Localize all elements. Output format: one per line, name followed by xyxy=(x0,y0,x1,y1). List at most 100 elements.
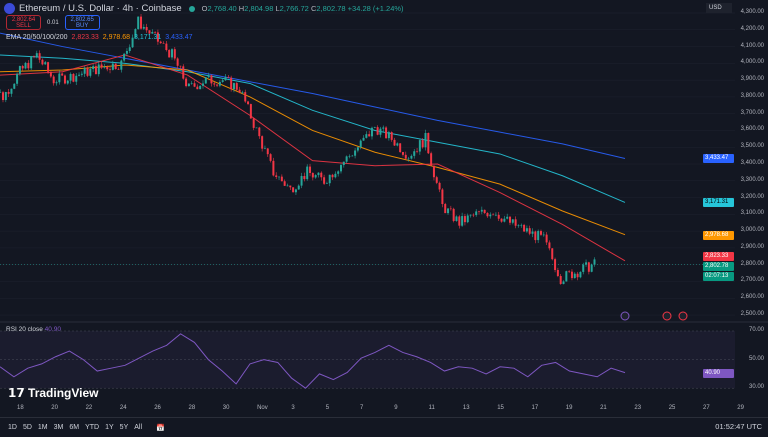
candle xyxy=(331,174,334,178)
candle xyxy=(58,73,61,83)
trade-panel: 2,802.64 SELL 0.01 2,802.65 BUY xyxy=(6,15,100,30)
range-5y[interactable]: 5Y xyxy=(119,424,129,431)
rsi-legend: RSI 20 close 40.90 xyxy=(6,326,61,333)
candle xyxy=(376,127,379,135)
candle xyxy=(351,155,354,157)
candle xyxy=(390,132,393,140)
time-tick: 20 xyxy=(51,405,58,411)
ema-label: EMA 20/50/100/200 xyxy=(6,34,68,41)
symbol-title[interactable]: Ethereum / U.S. Dollar · 4h · Coinbase xyxy=(19,3,182,14)
range-bar: 1D 5D 1M 3M 6M YTD 1Y 5Y All 📅 xyxy=(0,417,768,437)
ema100-price-tag: 3,171.31 xyxy=(703,198,734,208)
price-tick: 2,800.00 xyxy=(740,260,764,267)
range-1m[interactable]: 1M xyxy=(37,424,48,431)
time-tick: 11 xyxy=(428,405,435,411)
candle xyxy=(275,175,278,178)
candle xyxy=(441,189,444,205)
ema-legend[interactable]: EMA 20/50/100/200 2,823.33 2,978.68 3,17… xyxy=(6,34,193,41)
price-tick: 3,100.00 xyxy=(740,210,764,217)
candle xyxy=(427,132,430,154)
candle xyxy=(306,166,309,180)
candle xyxy=(385,127,388,139)
candle xyxy=(328,174,331,184)
candle xyxy=(345,156,348,162)
price-tick: 2,500.00 xyxy=(740,311,764,318)
candle xyxy=(548,242,551,249)
candle xyxy=(373,127,376,128)
candle xyxy=(210,75,213,84)
time-tick: 30 xyxy=(222,405,230,411)
range-5d[interactable]: 5D xyxy=(22,424,32,431)
candle xyxy=(356,147,359,151)
ema50-line xyxy=(0,64,626,236)
candle xyxy=(159,41,162,44)
candle xyxy=(213,83,216,85)
event-icon[interactable] xyxy=(678,311,688,321)
candle xyxy=(413,151,416,156)
range-3m[interactable]: 3M xyxy=(53,424,64,431)
candle xyxy=(103,66,106,68)
price-tick: 2,900.00 xyxy=(740,243,764,250)
range-1d[interactable]: 1D xyxy=(8,424,17,431)
candle xyxy=(35,53,38,57)
time-tick: 23 xyxy=(634,405,642,411)
candle xyxy=(83,67,86,74)
time-tick: 29 xyxy=(737,405,744,411)
range-ytd[interactable]: YTD xyxy=(85,424,100,431)
time-tick: 3 xyxy=(291,405,295,411)
candle xyxy=(509,216,511,223)
candle xyxy=(278,176,281,178)
candle xyxy=(196,86,199,90)
candle xyxy=(114,63,117,70)
price-tick: 3,900.00 xyxy=(740,76,764,83)
candle xyxy=(528,228,531,234)
currency-select[interactable]: USD xyxy=(706,3,732,13)
candle xyxy=(109,69,112,70)
candle xyxy=(207,75,210,78)
event-icon[interactable] xyxy=(620,311,630,321)
candle xyxy=(230,77,233,90)
candle xyxy=(438,182,441,190)
candle xyxy=(565,271,568,282)
ema200-value: 3,433.47 xyxy=(165,34,193,41)
price-tick: 3,300.00 xyxy=(740,176,764,183)
ema100-value: 3,171.31 xyxy=(134,34,162,41)
candle xyxy=(232,83,235,90)
price-axis[interactable]: 4,300.00 4,200.00 4,100.00 4,000.00 3,900.00… xyxy=(703,0,768,400)
candle xyxy=(396,143,399,146)
range-1y[interactable]: 1Y xyxy=(105,424,114,431)
candle xyxy=(325,183,328,184)
candle xyxy=(224,76,227,81)
buy-button[interactable]: 2,802.65 BUY xyxy=(64,15,100,30)
candle xyxy=(365,134,368,138)
candle xyxy=(368,134,371,137)
sell-button[interactable]: 2,802.64 SELL xyxy=(6,15,41,30)
candle xyxy=(421,140,424,148)
range-all[interactable]: All xyxy=(134,424,143,431)
event-icon[interactable] xyxy=(662,311,672,321)
candle xyxy=(38,53,41,60)
candle xyxy=(582,264,585,272)
rsi-line xyxy=(0,333,626,389)
calendar-icon[interactable]: 📅 xyxy=(156,424,165,432)
candle xyxy=(72,73,75,82)
candle xyxy=(534,231,537,241)
time-tick: 18 xyxy=(17,405,24,411)
candle xyxy=(311,172,314,178)
candle xyxy=(106,66,109,70)
candle xyxy=(244,92,247,102)
candle xyxy=(187,83,190,87)
last-price-tag: 2,802.78 xyxy=(703,261,734,271)
candle xyxy=(531,231,534,234)
candle xyxy=(401,152,404,155)
candle xyxy=(266,148,269,155)
candle xyxy=(4,91,7,101)
candle xyxy=(500,218,503,222)
candle xyxy=(314,175,317,178)
candle xyxy=(461,216,464,226)
candle xyxy=(486,213,489,217)
range-6m[interactable]: 6M xyxy=(69,424,80,431)
candle xyxy=(137,16,140,30)
candle xyxy=(551,248,554,260)
